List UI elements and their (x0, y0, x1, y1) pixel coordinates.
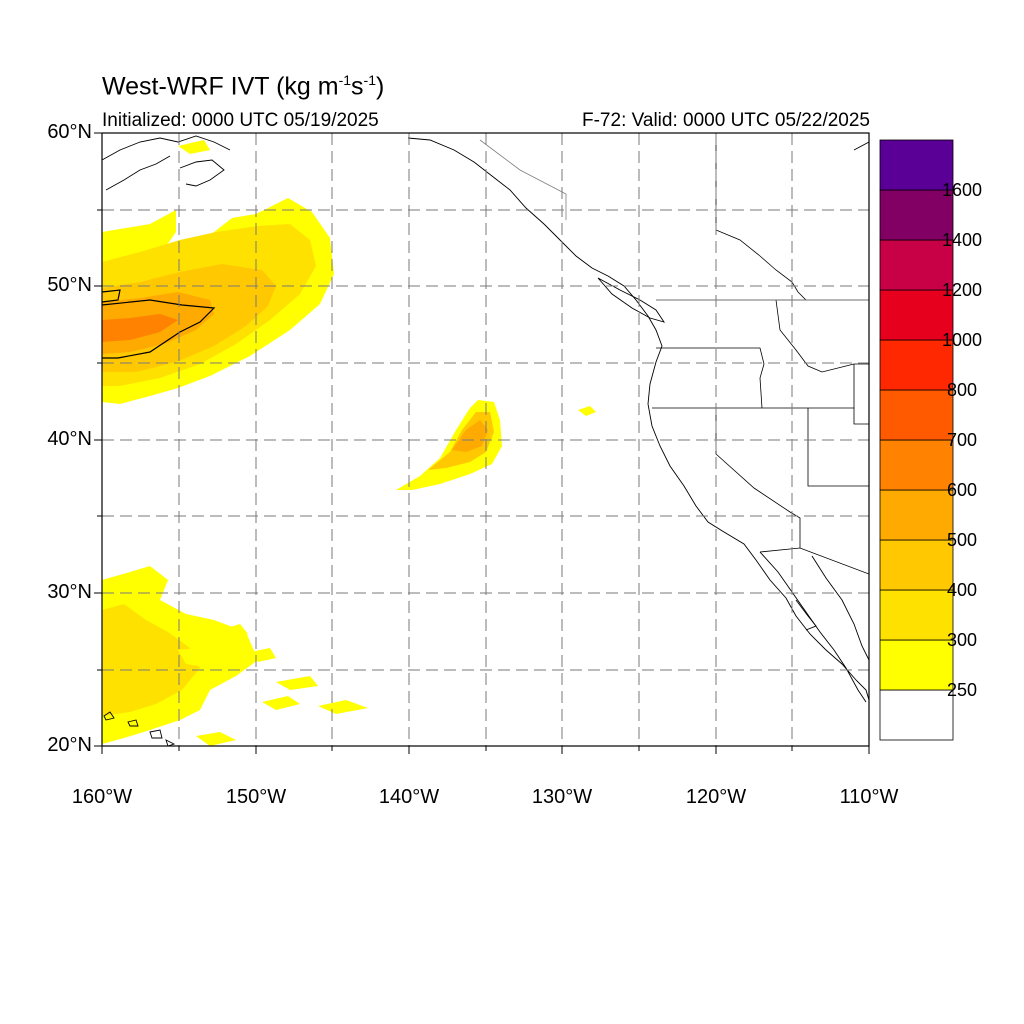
ivt-plume-600 (102, 314, 178, 342)
colorbar-label-600: 600 (946, 480, 978, 500)
lon-label-130w: 130°W (531, 786, 593, 808)
lon-label-110w: 110°W (839, 786, 899, 808)
lon-label-140w: 140°W (378, 786, 440, 808)
colorbar-label-700: 700 (946, 430, 978, 450)
colorbar-label-1200: 1200 (941, 280, 983, 300)
colorbar-swatch (879, 289, 954, 341)
colorbar-label-1400: 1400 (941, 230, 983, 250)
ivt-500-contour (102, 299, 216, 359)
colorbar-swatch (879, 589, 954, 641)
political-boundaries (652, 133, 869, 575)
colorbar-label-1000: 1000 (941, 330, 983, 350)
graticule (102, 133, 869, 746)
ivt-blob-500 (452, 420, 488, 452)
colorbar-swatch (879, 639, 954, 691)
lat-label-30n: 30°N (47, 581, 92, 603)
lat-label-40n: 40°N (47, 428, 92, 450)
colorbar-label-800: 800 (946, 380, 978, 400)
plot-title: West-WRF IVT (kg m-1s-1) (102, 72, 385, 101)
coastlines (102, 135, 869, 746)
colorbar-label-1600: 1600 (941, 180, 983, 200)
lat-label-60n: 60°N (47, 121, 92, 143)
lon-label-160w: 160°W (71, 786, 133, 808)
colorbar-label-500: 500 (946, 530, 978, 550)
colorbar-swatch (879, 389, 954, 441)
lon-label-150w: 150°W (225, 786, 287, 808)
initialized-label: Initialized: 0000 UTC 05/19/2025 (102, 110, 379, 131)
lon-label-120w: 120°W (685, 786, 747, 808)
colorbar-label-300: 300 (946, 630, 978, 650)
lat-label-50n: 50°N (47, 274, 92, 296)
ivt-field (102, 140, 596, 746)
lat-label-20n: 20°N (47, 734, 92, 756)
axis-ticks (94, 132, 870, 754)
colorbar-label-400: 400 (946, 580, 978, 600)
colorbar-swatch (879, 439, 954, 491)
ivt-subtropics-300 (102, 604, 200, 716)
colorbar-swatch (879, 539, 954, 591)
colorbar-swatch (879, 339, 954, 391)
colorbar-swatch (879, 139, 954, 191)
colorbar (879, 139, 954, 741)
colorbar-swatch (879, 239, 954, 291)
valid-time-label: F-72: Valid: 0000 UTC 05/22/2025 (582, 110, 870, 131)
colorbar-swatch (879, 689, 954, 741)
colorbar-label-250: 250 (946, 680, 978, 700)
